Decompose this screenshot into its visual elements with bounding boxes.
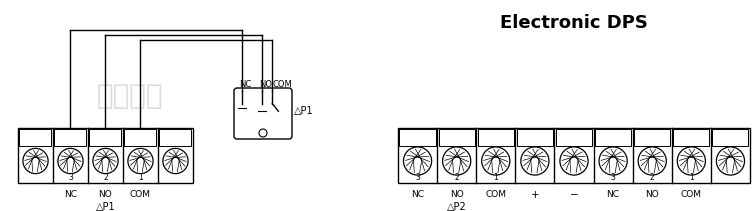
- Text: 上海阳同: 上海阳同: [96, 82, 163, 110]
- Text: △P1: △P1: [294, 106, 314, 116]
- Text: NO: NO: [259, 80, 272, 89]
- Bar: [18, 128, 193, 183]
- Text: 2: 2: [103, 173, 108, 182]
- Bar: [124, 129, 157, 146]
- Text: NC: NC: [607, 190, 620, 199]
- Bar: [595, 129, 631, 146]
- Bar: [90, 129, 121, 146]
- Text: 2: 2: [454, 173, 459, 182]
- Bar: [400, 129, 436, 146]
- Text: 3: 3: [415, 173, 420, 182]
- Bar: [54, 129, 87, 146]
- Text: 1: 1: [493, 173, 498, 182]
- Text: COM: COM: [130, 190, 151, 199]
- Text: NC: NC: [411, 190, 424, 199]
- Bar: [20, 129, 51, 146]
- Text: △P1: △P1: [96, 202, 115, 211]
- Text: NO: NO: [645, 190, 659, 199]
- Bar: [438, 129, 474, 146]
- Text: 1: 1: [689, 173, 694, 182]
- Text: 2: 2: [650, 173, 654, 182]
- Bar: [398, 128, 750, 183]
- Bar: [712, 129, 748, 146]
- Bar: [517, 129, 553, 146]
- Text: △P2: △P2: [447, 202, 467, 211]
- Bar: [673, 129, 709, 146]
- Text: NO: NO: [450, 190, 464, 199]
- Bar: [556, 129, 592, 146]
- Bar: [634, 129, 670, 146]
- Text: 3: 3: [611, 173, 615, 182]
- Text: COM: COM: [273, 80, 292, 89]
- Bar: [477, 129, 514, 146]
- Text: NC: NC: [239, 80, 252, 89]
- Text: Electronic DPS: Electronic DPS: [500, 14, 648, 32]
- Text: COM: COM: [485, 190, 506, 199]
- Text: 1: 1: [138, 173, 143, 182]
- Text: NO: NO: [99, 190, 112, 199]
- Text: NC: NC: [64, 190, 77, 199]
- Bar: [160, 129, 191, 146]
- Text: COM: COM: [681, 190, 702, 199]
- Text: 3: 3: [68, 173, 73, 182]
- Text: −: −: [569, 190, 578, 200]
- Text: +: +: [531, 190, 539, 200]
